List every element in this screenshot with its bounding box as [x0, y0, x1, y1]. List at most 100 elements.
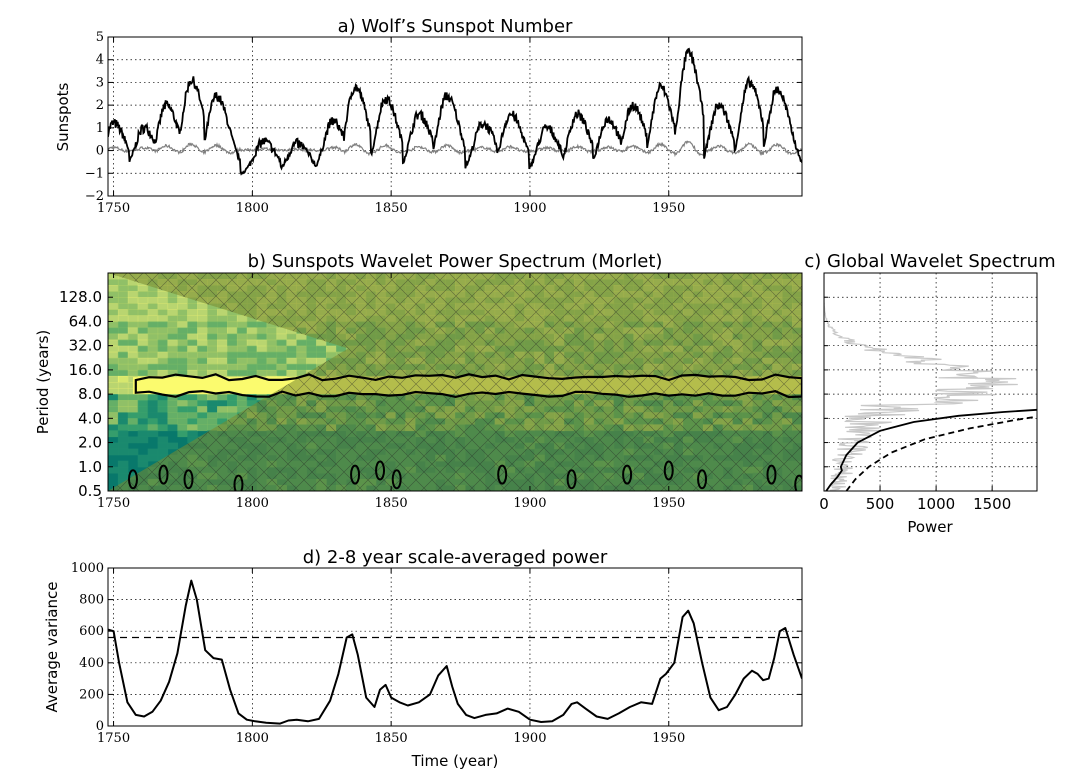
heatmap-cell — [127, 309, 139, 316]
panel-a-title: a) Wolf’s Sunspot Number — [338, 16, 573, 37]
heatmap-cell — [137, 394, 149, 401]
heatmap-cell — [197, 357, 208, 365]
heatmap-cell — [167, 418, 178, 425]
heatmap-cell — [286, 333, 297, 341]
heatmap-cell — [167, 327, 178, 335]
heatmap-cell — [147, 448, 159, 456]
heatmap-cell — [167, 406, 178, 413]
heatmap-cell — [117, 424, 129, 432]
heatmap-cell — [157, 400, 169, 407]
heatmap-cell — [137, 418, 149, 425]
heatmap-cell — [177, 339, 188, 347]
heatmap-cell — [266, 357, 278, 365]
panel-d-xlabel: Time (year) — [411, 752, 499, 770]
heatmap-cell — [276, 351, 287, 359]
heatmap-cell — [187, 418, 198, 425]
heatmap-cell — [187, 424, 198, 432]
heatmap-cell — [306, 351, 317, 359]
heatmap-cell — [127, 315, 139, 323]
heatmap-cell — [127, 333, 139, 341]
heatmap-cell — [207, 309, 218, 316]
significance-island — [350, 464, 361, 485]
heatmap-cell — [137, 460, 149, 468]
heatmap-cell — [127, 363, 139, 371]
heatmap-cell — [197, 309, 208, 316]
heatmap-cell — [217, 309, 228, 316]
heatmap-cell — [227, 369, 238, 377]
significance-line — [845, 415, 1037, 491]
heatmap-cell — [246, 400, 258, 407]
heatmap-cell — [306, 345, 317, 353]
x-tick-label: 1750 — [97, 731, 130, 746]
heatmap-cell — [276, 345, 287, 353]
heatmap-cell — [227, 394, 238, 401]
heatmap-cell — [266, 339, 278, 347]
heatmap-cell — [108, 363, 119, 371]
x-tick-label: 1000 — [917, 495, 955, 513]
heatmap-cell — [246, 345, 258, 353]
significance-island — [697, 469, 708, 490]
heatmap-cell — [177, 363, 188, 371]
heatmap-cell — [177, 345, 188, 353]
heatmap-cell — [147, 363, 159, 371]
heatmap-cell — [286, 351, 297, 359]
y-tick-label: 1000 — [71, 561, 104, 576]
heatmap-cell — [207, 412, 218, 419]
heatmap-cell — [276, 327, 287, 335]
heatmap-cell — [137, 297, 149, 304]
heatmap-cell — [207, 333, 218, 341]
heatmap-cell — [137, 315, 149, 323]
heatmap-cell — [296, 333, 307, 341]
panel-b-ylabel: Period (years) — [34, 330, 52, 435]
heatmap-cell — [117, 412, 129, 419]
heatmap-cell — [117, 291, 129, 298]
heatmap-cell — [207, 363, 218, 371]
heatmap-cell — [227, 309, 238, 316]
panel-a-ylabel: Sunspots — [54, 82, 72, 151]
heatmap-cell — [108, 388, 119, 395]
heatmap-cell — [227, 351, 238, 359]
heatmap-cell — [137, 412, 149, 419]
heatmap-cell — [236, 345, 248, 353]
heatmap-cell — [197, 412, 208, 419]
heatmap-cell — [137, 291, 149, 298]
heatmap-cell — [157, 327, 169, 335]
y-tick-label: 2.0 — [78, 434, 102, 452]
heatmap-cell — [256, 339, 268, 347]
heatmap-cell — [147, 454, 159, 462]
heatmap-cell — [117, 285, 129, 292]
heatmap-cell — [207, 315, 218, 323]
heatmap-cell — [276, 333, 287, 341]
heatmap-cell — [108, 394, 119, 401]
heatmap-cell — [108, 430, 119, 438]
heatmap-cell — [127, 285, 139, 292]
heatmap-cell — [117, 448, 129, 456]
heatmap-cell — [108, 369, 119, 377]
heatmap-cell — [207, 351, 218, 359]
significance-island — [233, 474, 244, 491]
heatmap-cell — [177, 327, 188, 335]
y-tick-label: 4.0 — [78, 409, 102, 427]
heatmap-cell — [286, 363, 297, 371]
heatmap-cell — [127, 436, 139, 444]
heatmap-cell — [147, 394, 159, 401]
grey-spectrum — [824, 273, 1018, 491]
heatmap-cell — [117, 388, 129, 395]
heatmap-cell — [117, 333, 129, 341]
heatmap-cell — [187, 309, 198, 316]
heatmap-cell — [108, 382, 119, 389]
heatmap-cell — [127, 351, 139, 359]
heatmap-cell — [167, 333, 178, 341]
heatmap-cell — [117, 418, 129, 425]
heatmap-cell — [147, 321, 159, 329]
heatmap-cell — [157, 406, 169, 413]
y-tick-label: 200 — [79, 687, 104, 702]
heatmap-cell — [197, 315, 208, 323]
panel-d-title: d) 2-8 year scale-averaged power — [303, 547, 608, 568]
heatmap-cell — [147, 357, 159, 365]
heatmap-cell — [246, 321, 258, 329]
heatmap-cell — [227, 363, 238, 371]
heatmap-cell — [177, 430, 188, 438]
heatmap-cell — [177, 303, 188, 310]
